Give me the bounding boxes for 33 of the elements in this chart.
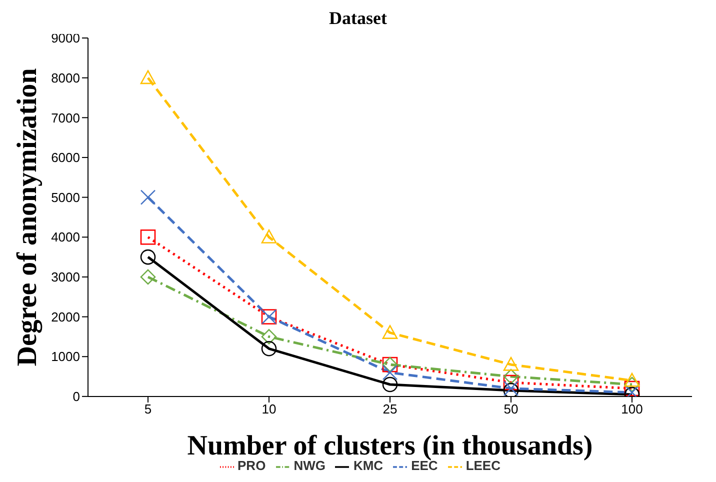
point [261, 329, 277, 344]
y-tick-label: 3000 [51, 270, 80, 285]
chart-title: Dataset [329, 8, 387, 28]
point [382, 376, 398, 392]
point [261, 340, 277, 356]
x-tick-label: 25 [382, 402, 398, 417]
point [382, 364, 398, 380]
point [140, 269, 156, 285]
x-tick-label: 5 [144, 402, 152, 417]
point [503, 368, 519, 384]
x-tick-label: 100 [621, 402, 643, 417]
point [624, 380, 640, 396]
y-axis-title: Degree of anonymization [12, 68, 43, 366]
point [503, 374, 519, 390]
point [140, 70, 156, 84]
point [140, 249, 156, 265]
point [140, 229, 156, 245]
point [382, 325, 398, 339]
point [624, 372, 640, 387]
point [261, 229, 277, 244]
x-tick-label: 50 [504, 402, 518, 417]
y-tick-label: 6000 [51, 150, 80, 166]
y-tick-label: 5000 [51, 190, 80, 205]
y-tick-label: 8000 [51, 70, 80, 86]
point [624, 376, 640, 392]
x-tick-label: 10 [262, 402, 276, 417]
point [140, 190, 156, 205]
point [503, 356, 519, 371]
y-tick-label: 4000 [51, 230, 80, 245]
y-tick-label: 7000 [51, 110, 80, 126]
y-tick-label: 1000 [51, 349, 80, 364]
y-tick-label: 0 [72, 389, 80, 404]
y-tick-label: 2000 [51, 309, 80, 324]
